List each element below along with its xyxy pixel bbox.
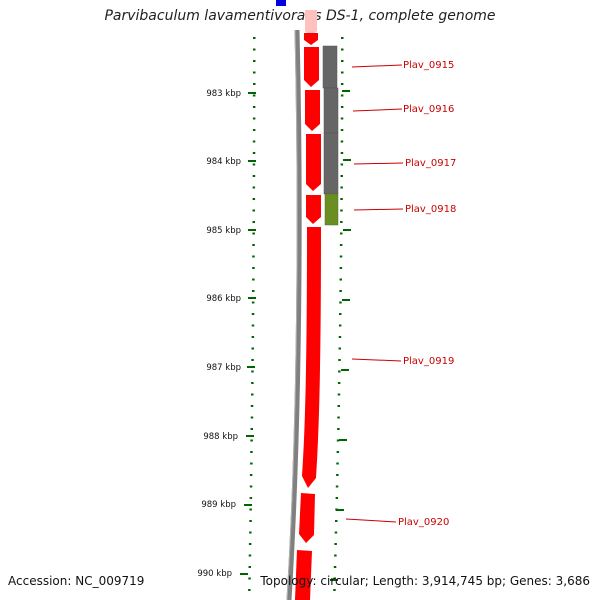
kbp-tick-987: 987 kbp — [206, 363, 349, 373]
cds-arrow-plav0918 — [306, 195, 321, 224]
kbp-tick-984: 984 kbp — [206, 157, 351, 167]
cds-arrow-plav0915 — [304, 33, 318, 45]
gene-label-text: Plav_0917 — [405, 158, 456, 169]
cds-light-top — [305, 10, 317, 36]
gene-label-plav0918[interactable]: Plav_0918 — [353, 204, 456, 215]
cds-arrow-plav0919 — [302, 227, 321, 488]
kbp-tick-990: 990 kbp — [197, 569, 338, 581]
tick-label-989: 989 kbp — [201, 500, 236, 510]
cds-arrow-plav0916 — [305, 90, 320, 131]
tick-label-986: 986 kbp — [206, 294, 241, 304]
left-tick-ring — [248, 37, 256, 591]
cog-box-olive — [324, 193, 339, 226]
tick-label-984: 984 kbp — [206, 157, 241, 167]
gene-label-plav0919[interactable]: Plav_0919 — [351, 356, 454, 367]
kbp-tick-983: 983 kbp — [206, 89, 350, 99]
right-tick-ring — [333, 37, 344, 591]
tick-label-990: 990 kbp — [197, 569, 232, 579]
kbp-tick-986: 986 kbp — [206, 294, 350, 304]
cog-box-gray-1 — [322, 45, 338, 89]
kbp-tick-989: 989 kbp — [201, 500, 344, 511]
gene-label-text: Plav_0915 — [403, 60, 454, 71]
gene-label-plav0920[interactable]: Plav_0920 — [345, 517, 449, 528]
kbp-tick-988: 988 kbp — [203, 432, 347, 442]
cds-arrow-bottom — [295, 550, 312, 600]
tick-label-983: 983 kbp — [206, 89, 241, 99]
cog-box-gray-3 — [323, 132, 339, 195]
gene-label-plav0916[interactable]: Plav_0916 — [352, 104, 454, 115]
tick-label-985: 985 kbp — [206, 226, 241, 236]
cds-arrow-1 — [304, 47, 319, 87]
gene-label-text: Plav_0920 — [398, 517, 449, 528]
cog-box-gray-2 — [323, 87, 339, 134]
genome-backbone — [286, 29, 302, 600]
gene-label-text: Plav_0918 — [405, 204, 456, 215]
kbp-tick-985: 985 kbp — [206, 226, 351, 236]
gene-label-text: Plav_0916 — [403, 104, 454, 115]
tick-label-988: 988 kbp — [203, 432, 238, 442]
genome-backbone-shadow — [286, 29, 298, 600]
accession-text: Accession: NC_009719 — [8, 574, 145, 588]
map-title: Parvibaculum lavamentivorans DS-1, compl… — [104, 8, 496, 24]
cds-arrow-plav0917 — [306, 134, 321, 191]
genome-summary-text: Topology: circular; Length: 3,914,745 bp… — [260, 574, 590, 588]
gene-label-plav0915[interactable]: Plav_0915 — [351, 60, 454, 71]
gene-label-text: Plav_0919 — [403, 356, 454, 367]
gene-label-plav0917[interactable]: Plav_0917 — [353, 158, 456, 169]
cds-arrow-plav0920 — [299, 493, 315, 543]
tick-label-987: 987 kbp — [206, 363, 241, 373]
blue-feature — [276, 0, 286, 6]
